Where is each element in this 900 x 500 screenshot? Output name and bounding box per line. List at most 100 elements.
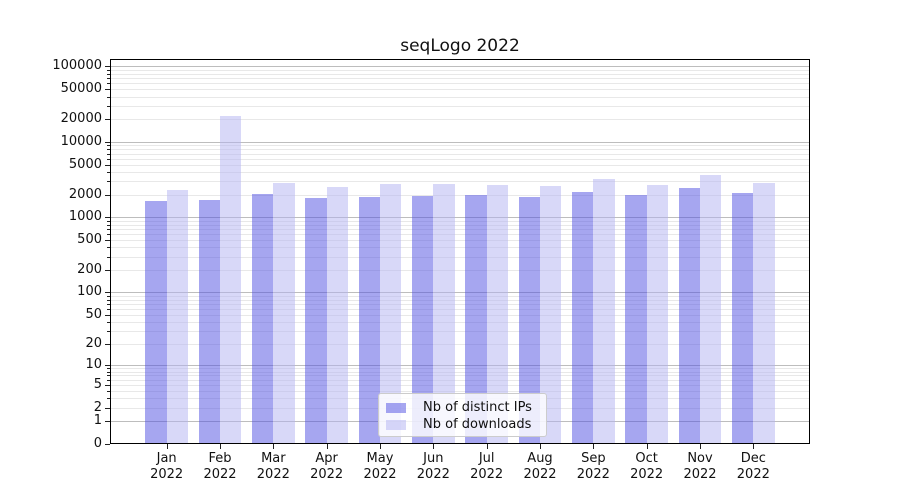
x-tick-month: Sep xyxy=(581,451,606,466)
x-tick-month: Jun xyxy=(423,451,444,466)
y-tick-label: 100 xyxy=(77,284,102,300)
y-minor-tick xyxy=(107,153,110,155)
y-tick xyxy=(105,89,110,91)
x-tick-label: Aug 2022 xyxy=(508,451,572,483)
y-tick xyxy=(105,420,110,422)
y-minor-tick xyxy=(107,96,110,98)
x-tick-label: Oct 2022 xyxy=(615,451,679,483)
y-tick-label: 50000 xyxy=(60,81,102,97)
x-tick xyxy=(540,444,541,449)
y-tick-label: 1000 xyxy=(68,209,102,225)
bar-distinct-ips xyxy=(305,197,327,444)
bar-downloads xyxy=(220,116,242,444)
y-tick xyxy=(105,314,110,316)
y-tick-label: 200 xyxy=(77,261,102,277)
gridline xyxy=(111,171,809,173)
x-tick-year: 2022 xyxy=(256,467,290,482)
legend-label-downloads: Nb of downloads xyxy=(423,417,532,432)
y-tick-label: 1 xyxy=(93,412,102,428)
x-tick xyxy=(753,444,755,449)
bar-downloads xyxy=(326,187,348,444)
y-minor-tick xyxy=(107,398,110,400)
y-tick xyxy=(105,194,110,196)
y-minor-tick xyxy=(107,224,110,226)
y-minor-tick xyxy=(107,371,110,373)
y-tick-label: 2000 xyxy=(68,186,102,202)
gridline xyxy=(111,73,809,75)
y-minor-tick xyxy=(107,233,110,235)
bar-downloads xyxy=(380,183,402,444)
y-tick xyxy=(105,292,110,294)
x-tick-month: Aug xyxy=(527,451,553,466)
x-tick-year: 2022 xyxy=(683,467,717,482)
x-tick-label: May 2022 xyxy=(348,451,412,483)
y-tick-label: 5000 xyxy=(68,156,102,172)
y-minor-tick xyxy=(107,379,110,381)
x-tick-month: Mar xyxy=(261,451,286,466)
x-tick-year: 2022 xyxy=(150,467,184,482)
legend-swatch-downloads xyxy=(386,419,406,430)
y-tick-label: 20000 xyxy=(60,111,102,127)
x-tick xyxy=(220,444,221,449)
gridline xyxy=(111,96,809,98)
x-tick xyxy=(646,444,648,449)
bar-distinct-ips xyxy=(412,195,434,444)
x-tick-label: Nov 2022 xyxy=(668,451,732,483)
y-minor-tick xyxy=(107,105,110,107)
gridline xyxy=(111,66,809,68)
x-tick-year: 2022 xyxy=(416,467,450,482)
y-tick xyxy=(105,217,110,219)
y-tick xyxy=(105,443,110,445)
y-tick xyxy=(105,364,110,366)
y-minor-tick xyxy=(107,78,110,80)
x-tick-label: Sep 2022 xyxy=(561,451,625,483)
y-tick xyxy=(105,407,110,409)
y-tick-label: 20 xyxy=(85,335,102,351)
x-tick xyxy=(593,444,595,449)
bar-distinct-ips xyxy=(252,194,274,444)
y-minor-tick xyxy=(107,321,110,323)
y-tick-label: 50 xyxy=(85,306,102,322)
bar-distinct-ips xyxy=(145,200,167,444)
y-minor-tick xyxy=(107,256,110,258)
y-minor-tick xyxy=(107,69,110,71)
x-tick xyxy=(433,444,435,449)
bar-distinct-ips xyxy=(732,193,754,444)
gridline xyxy=(111,141,809,143)
y-minor-tick xyxy=(107,149,110,151)
y-tick-label: 5 xyxy=(93,376,102,392)
legend: Nb of distinct IPs Nb of downloads xyxy=(378,393,547,437)
bar-downloads xyxy=(646,184,668,444)
x-tick-year: 2022 xyxy=(576,467,610,482)
x-tick-month: Oct xyxy=(635,451,658,466)
x-tick-label: Dec 2022 xyxy=(721,451,785,483)
y-tick-label: 0 xyxy=(93,435,102,451)
y-minor-tick xyxy=(107,73,110,75)
bar-downloads xyxy=(593,179,615,444)
bar-downloads xyxy=(166,189,188,444)
y-tick-label: 100000 xyxy=(52,58,102,74)
y-tick xyxy=(105,141,110,143)
x-tick xyxy=(486,444,488,449)
bar-distinct-ips xyxy=(358,197,380,444)
y-minor-tick xyxy=(107,295,110,297)
y-minor-tick xyxy=(107,247,110,249)
y-tick xyxy=(105,119,110,121)
x-tick xyxy=(380,444,381,449)
x-tick-month: Apr xyxy=(315,451,338,466)
bar-distinct-ips xyxy=(518,196,540,444)
y-minor-tick xyxy=(107,145,110,147)
gridline xyxy=(111,78,809,80)
y-minor-tick xyxy=(107,331,110,333)
legend-label-distinct-ips: Nb of distinct IPs xyxy=(423,400,532,415)
x-tick-month: Jan xyxy=(156,451,177,466)
y-minor-tick xyxy=(107,390,110,392)
y-minor-tick xyxy=(107,299,110,301)
y-minor-tick xyxy=(107,181,110,183)
gridline xyxy=(111,158,809,160)
x-tick-month: May xyxy=(366,451,394,466)
x-tick-year: 2022 xyxy=(363,467,397,482)
x-tick-month: Nov xyxy=(687,451,713,466)
x-tick-month: Jul xyxy=(478,451,495,466)
y-tick xyxy=(105,239,110,241)
